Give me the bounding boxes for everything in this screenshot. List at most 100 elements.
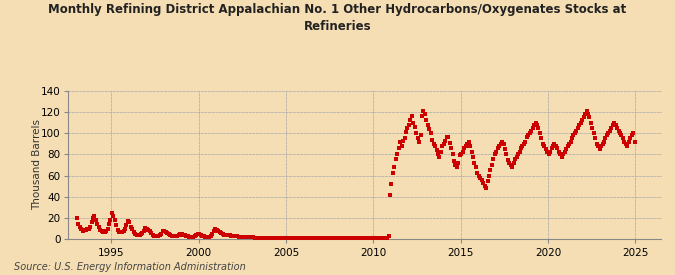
- Point: [616, 133, 627, 138]
- Point: [380, 236, 391, 240]
- Point: [84, 224, 95, 229]
- Point: [130, 232, 140, 236]
- Point: [578, 115, 589, 119]
- Point: [202, 235, 213, 239]
- Point: [354, 236, 364, 240]
- Point: [500, 147, 510, 151]
- Point: [86, 220, 97, 224]
- Point: [167, 234, 178, 238]
- Point: [118, 229, 129, 233]
- Point: [80, 227, 91, 232]
- Point: [613, 129, 624, 133]
- Point: [547, 144, 558, 148]
- Point: [405, 118, 416, 123]
- Point: [224, 233, 235, 237]
- Point: [287, 236, 298, 240]
- Point: [458, 150, 468, 155]
- Point: [250, 236, 261, 240]
- Point: [385, 192, 396, 197]
- Point: [342, 236, 353, 240]
- Point: [599, 139, 610, 144]
- Point: [618, 136, 628, 141]
- Point: [82, 226, 92, 231]
- Point: [536, 136, 547, 141]
- Point: [83, 226, 94, 231]
- Point: [248, 235, 259, 239]
- Point: [366, 236, 377, 240]
- Point: [326, 236, 337, 240]
- Point: [281, 236, 292, 240]
- Point: [462, 142, 472, 146]
- Point: [255, 236, 266, 240]
- Point: [146, 231, 157, 235]
- Point: [520, 139, 531, 144]
- Point: [396, 144, 407, 148]
- Point: [622, 144, 632, 148]
- Point: [430, 144, 441, 148]
- Point: [134, 233, 145, 237]
- Point: [214, 230, 225, 234]
- Point: [265, 236, 276, 240]
- Point: [608, 122, 618, 127]
- Point: [495, 142, 506, 146]
- Point: [542, 150, 553, 155]
- Point: [604, 129, 615, 133]
- Point: [478, 181, 489, 185]
- Point: [322, 236, 333, 240]
- Point: [127, 226, 138, 231]
- Point: [556, 154, 567, 159]
- Point: [117, 230, 128, 234]
- Point: [435, 150, 446, 155]
- Point: [427, 137, 437, 142]
- Point: [389, 165, 400, 169]
- Point: [444, 141, 455, 145]
- Point: [375, 236, 385, 240]
- Point: [356, 236, 367, 240]
- Point: [159, 229, 169, 233]
- Point: [606, 126, 617, 130]
- Point: [169, 234, 180, 238]
- Point: [402, 126, 413, 130]
- Point: [74, 224, 85, 229]
- Point: [111, 223, 122, 228]
- Point: [229, 234, 240, 238]
- Point: [161, 230, 171, 234]
- Point: [337, 236, 348, 240]
- Point: [446, 146, 456, 150]
- Point: [464, 144, 475, 148]
- Point: [166, 234, 177, 238]
- Point: [482, 179, 493, 183]
- Point: [99, 230, 110, 234]
- Point: [415, 133, 426, 138]
- Point: [387, 171, 398, 176]
- Point: [268, 236, 279, 240]
- Point: [121, 223, 132, 228]
- Point: [437, 144, 448, 148]
- Point: [188, 235, 199, 239]
- Point: [601, 133, 612, 138]
- Point: [409, 125, 420, 129]
- Point: [185, 235, 196, 239]
- Point: [466, 150, 477, 155]
- Point: [338, 236, 349, 240]
- Point: [449, 159, 460, 163]
- Point: [97, 229, 107, 233]
- Point: [629, 139, 640, 144]
- Point: [591, 142, 602, 146]
- Point: [377, 236, 388, 240]
- Point: [173, 233, 184, 237]
- Point: [546, 146, 557, 150]
- Point: [216, 231, 227, 235]
- Point: [390, 156, 401, 161]
- Point: [428, 142, 439, 146]
- Point: [566, 136, 577, 141]
- Point: [101, 229, 111, 233]
- Point: [492, 146, 503, 150]
- Point: [494, 144, 505, 148]
- Point: [440, 138, 451, 143]
- Point: [274, 236, 285, 240]
- Point: [302, 236, 313, 240]
- Point: [79, 227, 90, 232]
- Point: [344, 236, 354, 240]
- Point: [236, 235, 247, 239]
